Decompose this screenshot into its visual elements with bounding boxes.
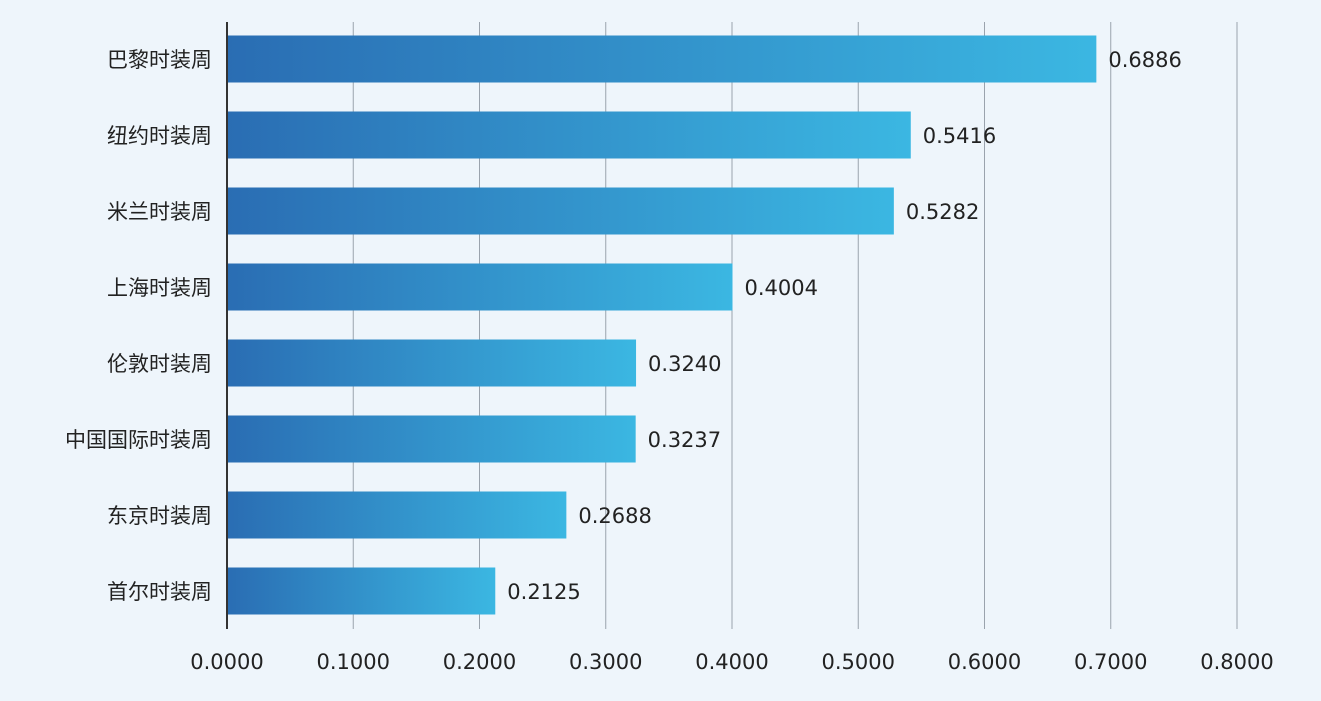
x-tick-label: 0.1000	[317, 650, 390, 674]
category-label: 东京时装周	[107, 504, 212, 528]
x-tick-label: 0.3000	[569, 650, 642, 674]
x-tick-label: 0.7000	[1074, 650, 1147, 674]
bar	[227, 339, 637, 387]
x-tick-label: 0.4000	[695, 650, 768, 674]
data-label: 0.5416	[923, 124, 996, 148]
data-label: 0.2688	[578, 504, 651, 528]
x-tick-label: 0.6000	[948, 650, 1021, 674]
data-label: 0.3237	[648, 428, 721, 452]
labels: 0.0000 0.1000 0.2000 0.3000 0.4000 0.5000 0.60…	[65, 48, 1274, 674]
bar	[227, 491, 567, 539]
bars	[227, 35, 1097, 615]
bar	[227, 415, 636, 463]
category-label: 首尔时装周	[107, 580, 212, 604]
x-tick-label: 0.5000	[822, 650, 895, 674]
data-label: 0.6886	[1108, 48, 1181, 72]
x-tick-label: 0.2000	[443, 650, 516, 674]
bar	[227, 263, 733, 311]
category-label: 伦敦时装周	[107, 352, 212, 376]
bar	[227, 35, 1097, 83]
data-label: 0.4004	[745, 276, 818, 300]
category-label: 上海时装周	[107, 276, 212, 300]
x-tick-label: 0.0000	[190, 650, 263, 674]
data-label: 0.5282	[906, 200, 979, 224]
bar	[227, 111, 911, 159]
category-label: 巴黎时装周	[107, 48, 212, 72]
category-label: 米兰时装周	[107, 200, 212, 224]
bar	[227, 187, 894, 235]
category-label: 纽约时装周	[107, 124, 212, 148]
data-label: 0.2125	[507, 580, 580, 604]
bar	[227, 567, 496, 615]
data-label: 0.3240	[648, 352, 721, 376]
category-label: 中国国际时装周	[65, 428, 212, 452]
x-tick-label: 0.8000	[1200, 650, 1273, 674]
